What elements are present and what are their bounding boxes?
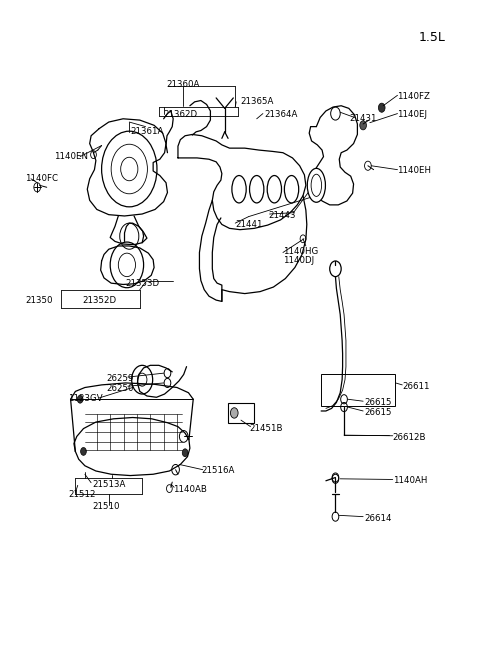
Text: 21516A: 21516A <box>202 466 235 476</box>
Text: 21365A: 21365A <box>240 98 274 106</box>
Text: 26259: 26259 <box>107 374 134 383</box>
Circle shape <box>81 447 86 455</box>
Circle shape <box>182 449 188 457</box>
Text: 21361A: 21361A <box>130 127 164 136</box>
Text: 1140AH: 1140AH <box>393 476 427 485</box>
Text: 26612B: 26612B <box>393 432 426 441</box>
Text: 26615: 26615 <box>364 398 392 407</box>
Ellipse shape <box>232 176 246 203</box>
Text: 1140DJ: 1140DJ <box>283 256 314 265</box>
Text: 1140EN: 1140EN <box>54 152 88 161</box>
Text: 26615: 26615 <box>364 408 392 417</box>
Text: 21362D: 21362D <box>164 111 198 119</box>
Ellipse shape <box>307 168 325 202</box>
Text: 21364A: 21364A <box>264 111 297 119</box>
Text: 26611: 26611 <box>402 382 430 390</box>
Circle shape <box>378 103 385 112</box>
Text: 1.5L: 1.5L <box>419 31 445 44</box>
Text: 1140EH: 1140EH <box>397 166 432 176</box>
Text: 21352D: 21352D <box>83 295 117 305</box>
Text: 21360A: 21360A <box>166 81 199 89</box>
Circle shape <box>230 407 238 418</box>
Text: 1140FC: 1140FC <box>25 174 58 183</box>
Text: 1140AB: 1140AB <box>173 485 207 494</box>
Circle shape <box>77 396 83 403</box>
Circle shape <box>360 121 366 130</box>
Text: 26250: 26250 <box>107 384 134 392</box>
Text: 21512: 21512 <box>68 490 96 499</box>
Text: 21443: 21443 <box>269 211 296 220</box>
Text: 21441: 21441 <box>235 220 263 229</box>
Text: 21451B: 21451B <box>250 424 283 433</box>
Text: 21431: 21431 <box>350 114 377 123</box>
Ellipse shape <box>267 176 281 203</box>
Text: 1140FZ: 1140FZ <box>397 92 431 101</box>
Text: 1140EJ: 1140EJ <box>397 111 428 119</box>
Ellipse shape <box>284 176 299 203</box>
Ellipse shape <box>250 176 264 203</box>
Text: 21350: 21350 <box>25 295 53 305</box>
Text: 21510: 21510 <box>93 502 120 512</box>
Text: 21513A: 21513A <box>92 479 125 489</box>
Text: 1123GV: 1123GV <box>68 394 103 403</box>
Text: 1140HG: 1140HG <box>283 247 318 255</box>
Text: 21353D: 21353D <box>125 279 159 288</box>
Text: 26614: 26614 <box>364 514 392 523</box>
